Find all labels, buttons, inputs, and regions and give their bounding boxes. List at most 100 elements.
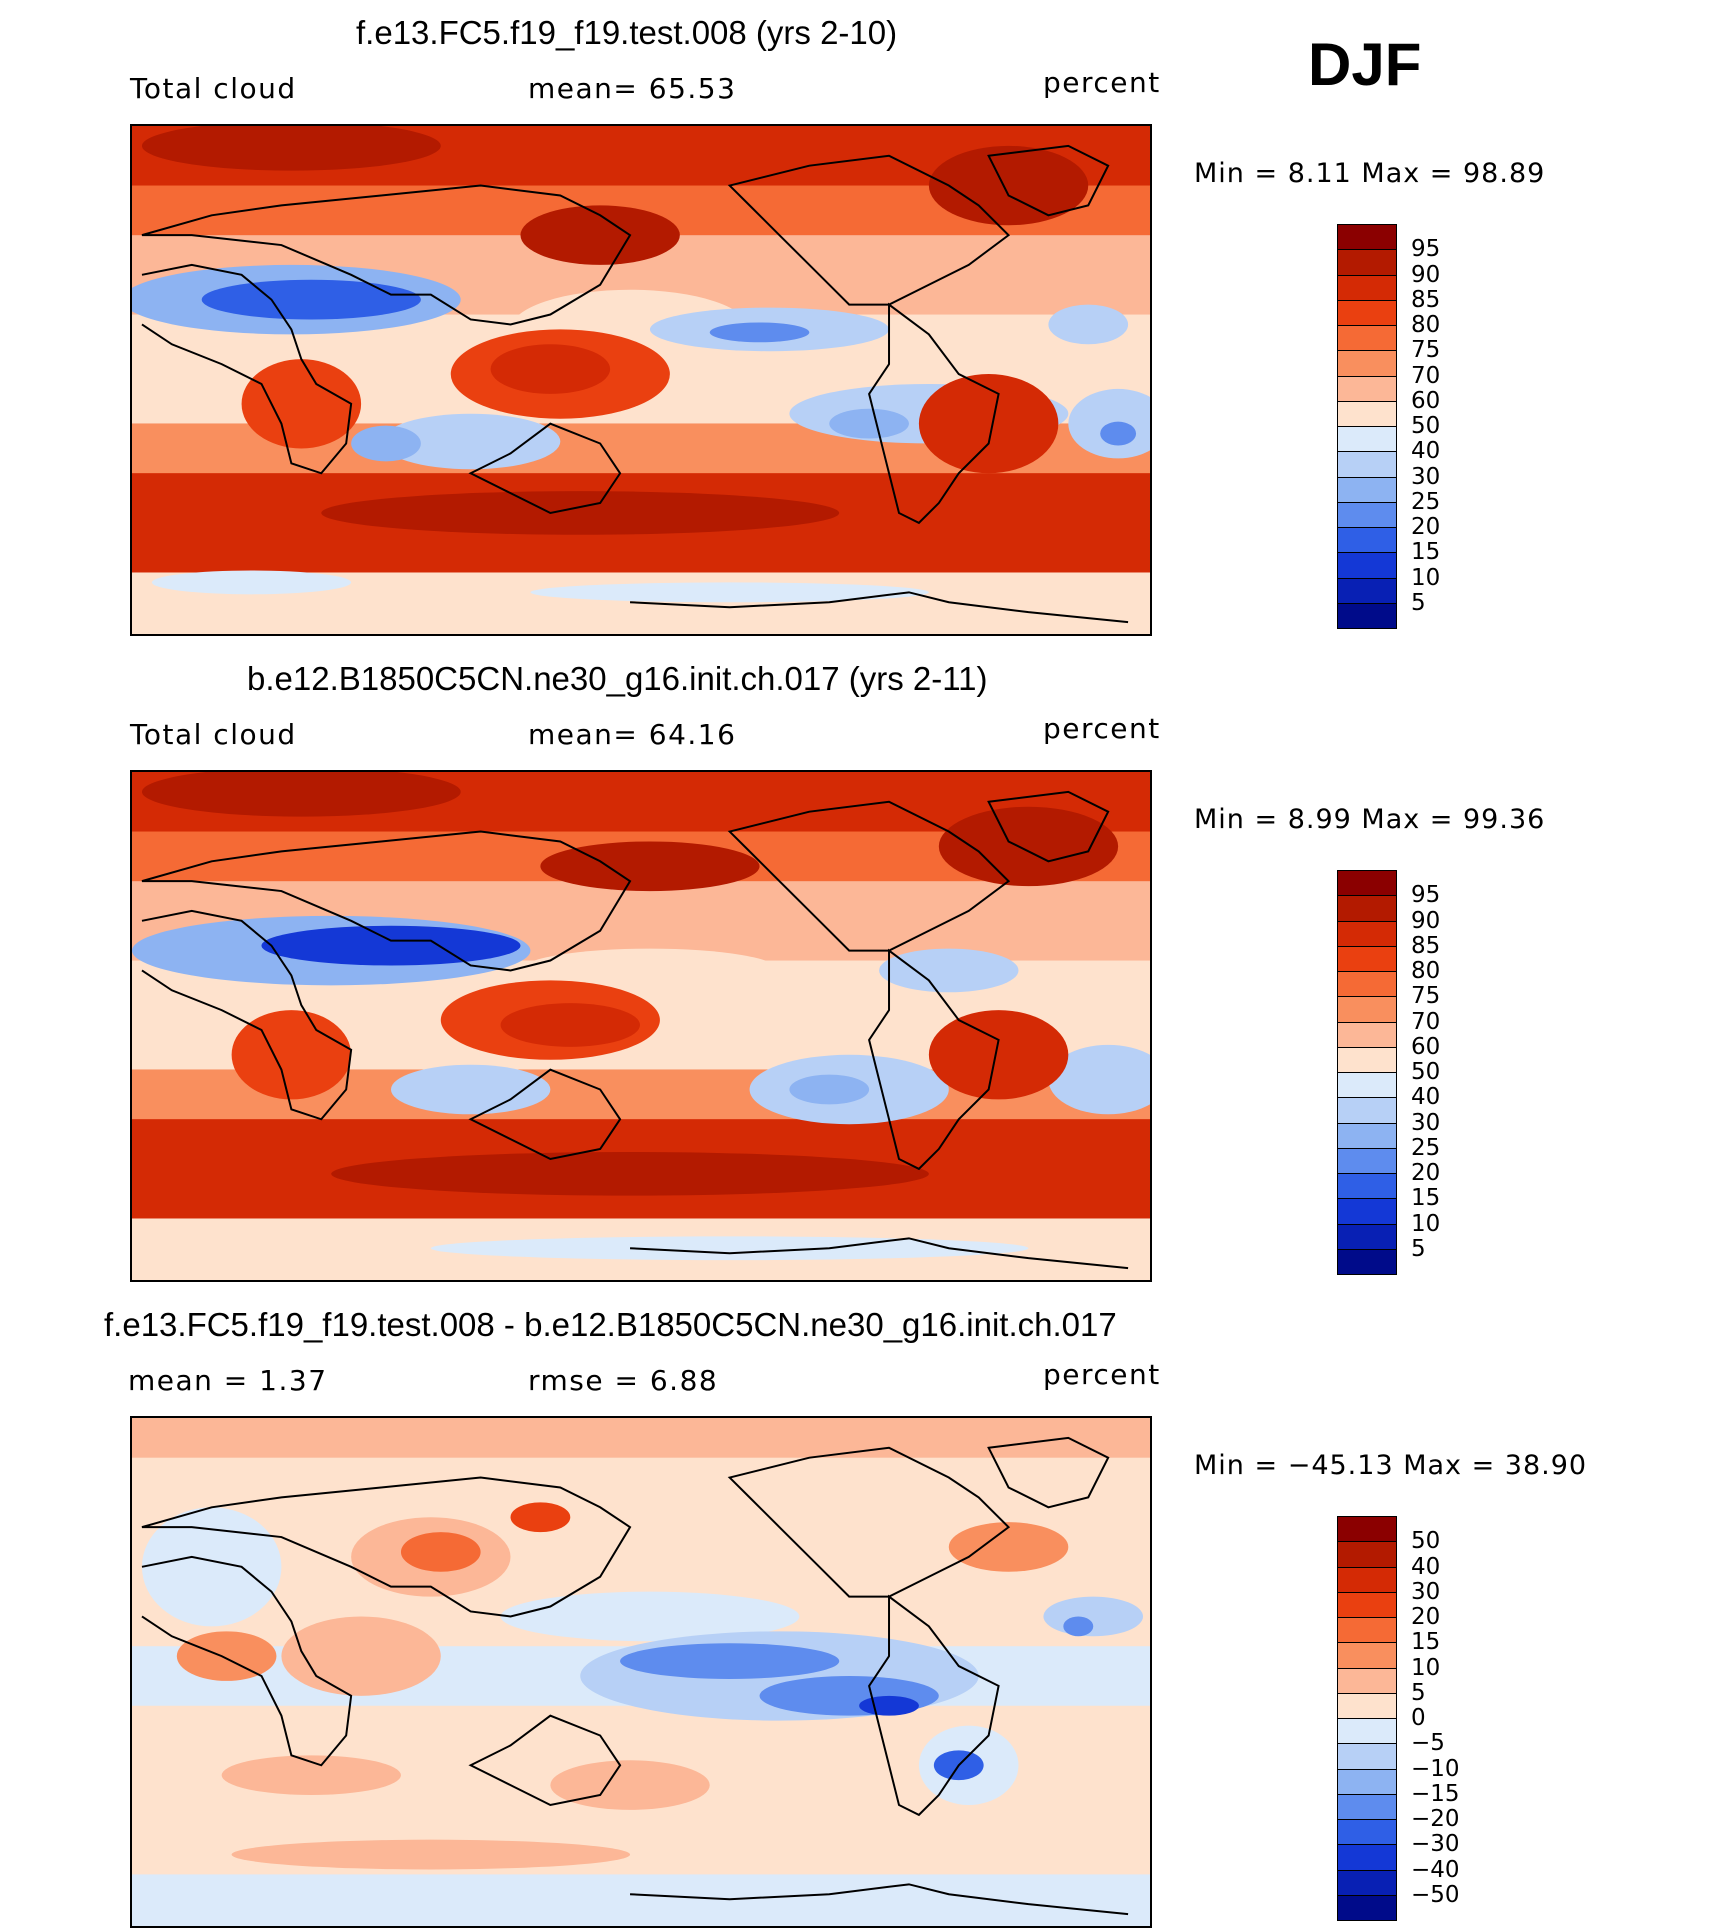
panel-1-title: f.e13.FC5.f19_f19.test.008 (yrs 2-10) (356, 14, 898, 51)
panel-2-colorbar-swatch (1337, 1122, 1397, 1149)
panel-3-colorbar-tick-label: −10 (1411, 1755, 1460, 1782)
panel-2-colorbar-swatch (1337, 1072, 1397, 1099)
panel-1-colorbar-swatch (1337, 602, 1397, 629)
panel-2-colorbar-swatch (1337, 1248, 1397, 1275)
panel-2-mean-label: mean= 64.16 (528, 718, 737, 751)
panel-3-map (130, 1416, 1152, 1928)
panel-1-colorbar-tick-label: 60 (1411, 387, 1441, 414)
panel-1-colorbar-swatch (1337, 350, 1397, 377)
panel-1-colorbar-swatch (1337, 375, 1397, 402)
panel-3-colorbar-tick-label: −50 (1411, 1881, 1460, 1908)
panel-3-field (132, 1418, 1150, 1926)
panel-3-colorbar-swatch (1337, 1591, 1397, 1618)
panel-3-colorbar-swatch (1337, 1844, 1397, 1871)
panel-3-colorbar: 50 40 30 20 15 10 5 0 −5 −10 −15 −20 −30 −40 −50 (1337, 1516, 1460, 1921)
panel-3-rmse-label: rmse = 6.88 (528, 1364, 719, 1397)
panel-1-colorbar-tick-label: 5 (1411, 589, 1426, 616)
panel-2-colorbar-swatch (1337, 1097, 1397, 1124)
panel-1-colorbar-tick-label: 30 (1411, 463, 1441, 490)
panel-3-colorbar-tick-label: −5 (1411, 1730, 1445, 1757)
panel-3-colorbar-swatch (1337, 1692, 1397, 1719)
panel-3-colorbar-tick-label: 20 (1411, 1604, 1441, 1630)
panel-2-colorbar-swatch (1337, 1021, 1397, 1048)
panel-1-variable-label: Total cloud (130, 72, 297, 105)
panel-2-colorbar-swatch (1337, 1223, 1397, 1250)
panel-1-colorbar-tick-label: 20 (1411, 514, 1441, 540)
panel-1-colorbar-swatch (1337, 501, 1397, 528)
panel-2-colorbar: 95 90 85 80 75 70 60 50 40 30 25 20 15 10 5 (1337, 870, 1440, 1275)
panel-1-colorbar-swatch (1337, 451, 1397, 478)
panel-1-colorbar-swatch (1337, 577, 1397, 604)
panel-3-colorbar-swatch (1337, 1819, 1397, 1846)
panel-2-colorbar-tick-label: 10 (1411, 1210, 1441, 1237)
panel-3-colorbar-tick-label: 10 (1411, 1654, 1441, 1681)
panel-3-colorbar-tick-label: −20 (1411, 1806, 1460, 1832)
season-label: DJF (1308, 31, 1422, 98)
panel-2-minmax: Min = 8.99 Max = 99.36 (1194, 804, 1546, 835)
panel-2-colorbar-tick-label: 70 (1411, 1008, 1441, 1035)
panel-2-colorbar-swatch (1337, 996, 1397, 1023)
panel-1-colorbar-swatch (1337, 249, 1397, 276)
panel-1-colorbar-swatch (1337, 299, 1397, 326)
panel-2-colorbar-tick-label: 20 (1411, 1160, 1441, 1186)
panel-3-colorbar-swatch (1337, 1642, 1397, 1669)
panel-2-colorbar-tick-label: 60 (1411, 1033, 1441, 1060)
panel-3-colorbar-swatch (1337, 1566, 1397, 1593)
panel-1-colorbar-tick-label: 95 (1411, 236, 1441, 263)
panel-1-colorbar-tick-label: 85 (1411, 286, 1441, 313)
panel-3-colorbar-swatch (1337, 1541, 1397, 1568)
panel-3-colorbar-tick-label: 40 (1411, 1553, 1441, 1580)
panel-2-colorbar-swatch (1337, 920, 1397, 947)
panel-3-colorbar-swatch (1337, 1617, 1397, 1644)
panel-2-colorbar-tick-label: 90 (1411, 907, 1441, 934)
panel-3-colorbar-swatch (1337, 1718, 1397, 1745)
panel-3-colorbar-tick-label: 30 (1411, 1578, 1441, 1605)
panel-2-colorbar-tick-label: 40 (1411, 1084, 1441, 1111)
panel-3-colorbar-swatch (1337, 1667, 1397, 1694)
panel-2-variable-label: Total cloud (130, 718, 297, 751)
panel-2-colorbar-tick-label: 25 (1411, 1134, 1441, 1161)
panel-2-colorbar-tick-label: 95 (1411, 882, 1441, 909)
panel-1-colorbar-swatch (1337, 224, 1397, 251)
panel-1-colorbar-swatch (1337, 476, 1397, 503)
panel-1-colorbar-tick-label: 25 (1411, 488, 1441, 515)
panel-1-units-label: percent (1043, 66, 1161, 99)
panel-2-units-label: percent (1043, 712, 1161, 745)
panel-1-field (132, 126, 1150, 634)
panel-2-colorbar-swatch (1337, 945, 1397, 972)
panel-3-colorbar-tick-label: 5 (1411, 1679, 1426, 1706)
panel-3-colorbar-swatch (1337, 1894, 1397, 1921)
panel-2-colorbar-tick-label: 50 (1411, 1059, 1441, 1085)
panel-2-title: b.e12.B1850C5CN.ne30_g16.init.ch.017 (yr… (247, 660, 988, 697)
panel-2-colorbar-swatch (1337, 1198, 1397, 1225)
panel-3-colorbar-swatch (1337, 1516, 1397, 1543)
panel-1-colorbar-tick-label: 80 (1411, 312, 1441, 338)
panel-1-colorbar-tick-label: 75 (1411, 337, 1441, 364)
panel-3-title: f.e13.FC5.f19_f19.test.008 - b.e12.B1850… (104, 1306, 1117, 1343)
panel-3-colorbar-tick-label: −15 (1411, 1780, 1460, 1807)
panel-2-colorbar-swatch (1337, 1147, 1397, 1174)
panel-2-colorbar-swatch (1337, 870, 1397, 897)
panel-3-colorbar-swatch (1337, 1768, 1397, 1795)
panel-3-colorbar-tick-label: −40 (1411, 1856, 1460, 1883)
panel-1-colorbar-tick-label: 50 (1411, 413, 1441, 439)
panel-3-colorbar-tick-label: 50 (1411, 1528, 1441, 1555)
panel-2-colorbar-tick-label: 5 (1411, 1235, 1426, 1262)
panel-3-mean-label: mean = 1.37 (128, 1364, 328, 1397)
panel-2-colorbar-swatch (1337, 1173, 1397, 1200)
panel-2-colorbar-swatch (1337, 895, 1397, 922)
panel-2-colorbar-swatch (1337, 1046, 1397, 1073)
panel-1-colorbar-tick-label: 90 (1411, 261, 1441, 288)
panel-3-colorbar-tick-label: 15 (1411, 1629, 1441, 1656)
panel-2-colorbar-swatch (1337, 971, 1397, 998)
panel-1-map (130, 124, 1152, 636)
panel-1-mean-label: mean= 65.53 (528, 72, 737, 105)
panel-3-colorbar-tick-label: −30 (1411, 1831, 1460, 1858)
panel-2-colorbar-tick-label: 30 (1411, 1109, 1441, 1136)
panel-2-colorbar-tick-label: 15 (1411, 1185, 1441, 1212)
panel-2-field (132, 772, 1150, 1280)
panel-3-colorbar-swatch (1337, 1793, 1397, 1820)
panel-1-colorbar-swatch (1337, 325, 1397, 352)
panel-2-colorbar-tick-label: 85 (1411, 932, 1441, 959)
panel-1-minmax: Min = 8.11 Max = 98.89 (1194, 158, 1546, 189)
